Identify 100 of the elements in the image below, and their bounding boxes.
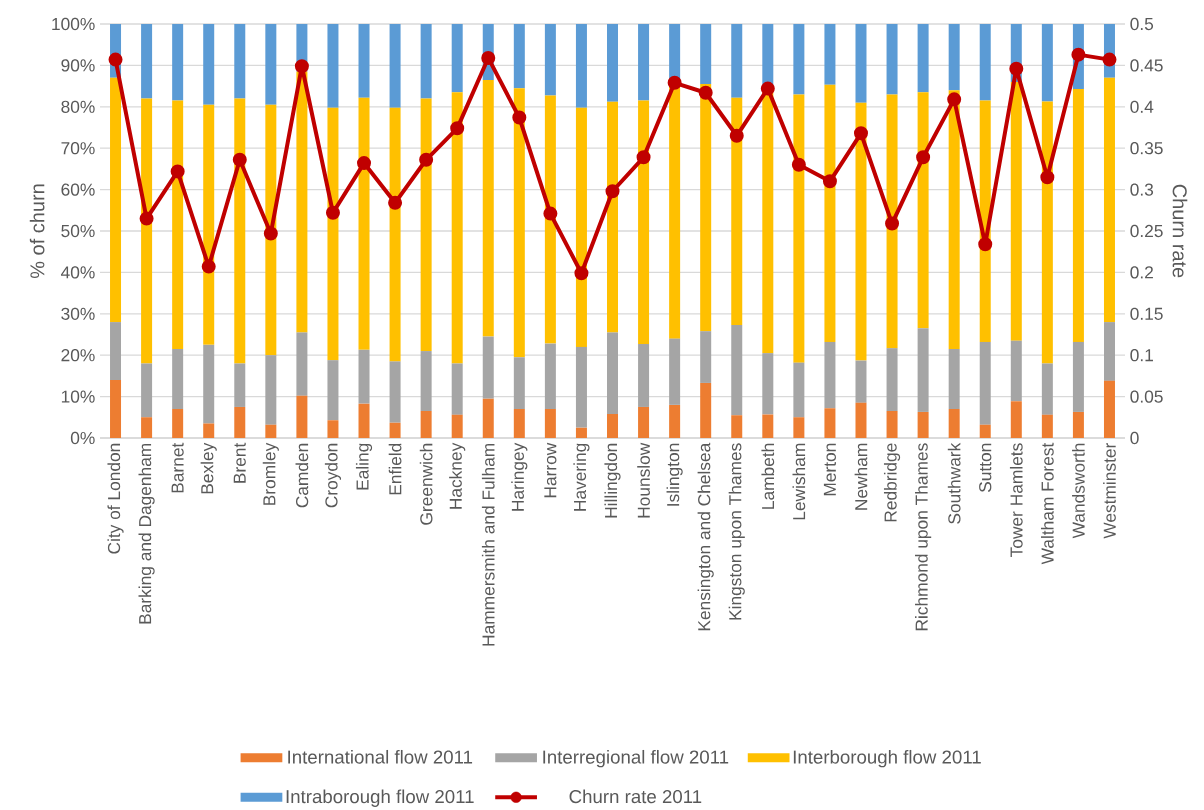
bar [234,363,246,407]
bar [793,23,805,95]
bar [824,84,836,342]
point [605,184,620,199]
y2-tick-label: 0 [1130,431,1139,444]
x-tick-label: Redbridge [883,443,901,522]
y-tick-label: 70% [61,141,95,155]
x-tick-label: Merton [823,443,836,496]
point [512,110,527,125]
bar [544,23,556,96]
bar [948,348,960,409]
x-tick-label: Hammersmith and Fulham [481,443,495,646]
point [885,216,900,231]
legend-label: Interregional flow 2011 [543,749,729,768]
x-tick-label: Enfield [388,443,402,495]
bar [544,408,556,438]
y2-tick-label: 0.05 [1130,390,1163,403]
bar [638,100,650,344]
bar [917,92,929,329]
bar [544,95,556,344]
bar [607,23,618,102]
bar [296,395,308,438]
x-tick-label: Barking and Dagenham [138,443,155,624]
bar [762,414,774,438]
bar [1072,88,1084,342]
point [978,237,993,252]
bar [1041,101,1053,364]
bar [731,415,743,438]
legend-label: Intraborough flow 2011 [286,789,474,807]
x-tick-label: Hounslow [637,442,650,518]
point [760,81,775,96]
bar [1072,411,1084,438]
bar [948,408,960,438]
point [139,211,154,226]
bar [669,404,681,438]
bar [327,420,339,438]
bar [265,424,277,438]
bar [638,23,650,101]
bar [358,403,370,438]
bar [669,85,681,339]
bar [172,23,184,101]
bar [451,92,463,364]
bar [141,417,153,438]
bar [420,23,432,99]
y-tick-label: 100% [52,17,95,30]
bar [575,107,587,347]
bar [762,92,774,353]
point [1102,52,1117,67]
point [791,157,806,172]
bar [575,23,587,108]
y-tick-label: 20% [61,348,95,362]
bar [917,411,929,438]
bar [265,355,277,425]
bar [513,408,525,438]
bar [482,79,494,337]
x-tick-label: Bromley [262,442,279,505]
bar [420,350,432,411]
bar [824,408,836,438]
bar [358,97,370,350]
x-tick-label: Hackney [449,442,466,509]
x-tick-label: Waltham Forest [1040,442,1054,565]
x-tick-label: Haringey [511,442,528,511]
legend-label: International flow 2011 [288,749,473,764]
y2-tick-label: 0.15 [1130,307,1163,320]
y-tick-label: 10% [61,390,95,403]
point [481,50,496,65]
bar [265,104,277,356]
bar [824,23,836,85]
bar [700,331,712,383]
x-tick-label: Croydon [324,443,342,508]
bar [575,427,587,438]
x-tick-label: Ealing [355,443,373,490]
bar [575,346,587,428]
x-tick-label: Greenwich [419,443,433,525]
x-tick-label: Kensington and Chelsea [697,442,714,630]
y2-tick-label: 0.3 [1130,183,1154,196]
bar [762,352,774,415]
bar [358,23,370,98]
bar [1103,380,1115,438]
bar [544,343,556,409]
bar [141,98,153,364]
x-tick-label: Havering [573,443,590,511]
bar [979,424,991,438]
bar [1041,363,1053,415]
bar [482,398,494,438]
point [822,174,837,189]
y2-tick-label: 0.45 [1130,59,1163,72]
point [263,226,278,241]
y-tick-label: 50% [61,224,95,237]
bar [1103,77,1115,322]
bar [389,361,401,423]
point [108,52,123,67]
bar [793,362,805,418]
point [294,59,309,74]
bar [1041,414,1053,438]
y2-tick-label: 0.2 [1130,266,1153,279]
bar [513,88,525,358]
bar [327,23,339,108]
x-tick-label: Newham [854,443,868,510]
bar [1072,341,1084,412]
